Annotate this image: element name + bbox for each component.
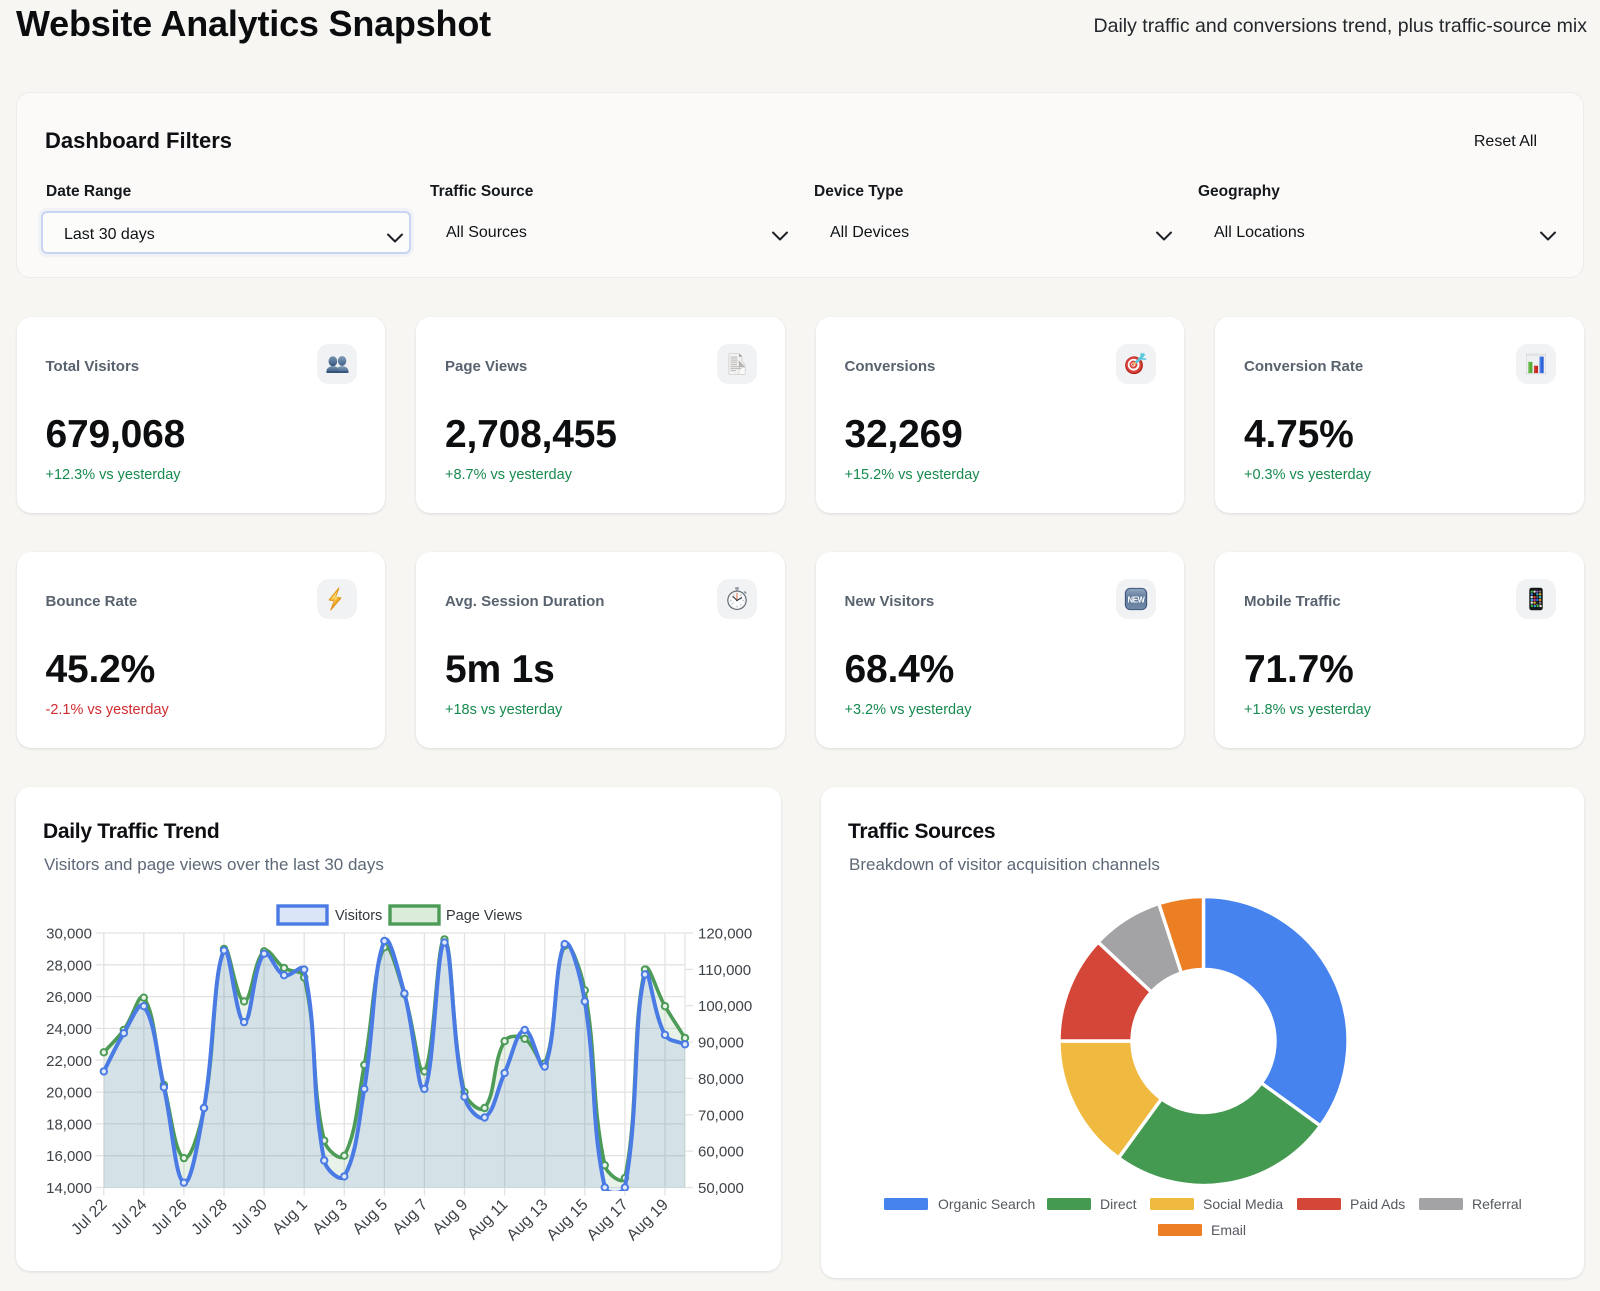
svg-text:Aug 15: Aug 15 <box>544 1196 592 1244</box>
svg-text:70,000: 70,000 <box>698 1107 744 1124</box>
svg-text:Jul 26: Jul 26 <box>149 1196 191 1238</box>
svg-text:NEW: NEW <box>1128 595 1146 604</box>
svg-text:110,000: 110,000 <box>698 962 751 979</box>
svg-text:Aug 13: Aug 13 <box>504 1196 552 1244</box>
svg-text:22,000: 22,000 <box>46 1053 92 1070</box>
svg-text:Visitors: Visitors <box>335 908 382 924</box>
svg-text:Referral: Referral <box>1472 1196 1522 1212</box>
svg-text:30,000: 30,000 <box>46 926 92 943</box>
svg-text:80,000: 80,000 <box>698 1071 744 1088</box>
svg-text:Aug 1: Aug 1 <box>269 1196 311 1238</box>
svg-text:Aug 11: Aug 11 <box>464 1196 511 1243</box>
svg-text:28,000: 28,000 <box>46 957 92 974</box>
svg-text:100,000: 100,000 <box>698 998 752 1015</box>
svg-text:Jul 24: Jul 24 <box>108 1196 150 1238</box>
svg-text:50,000: 50,000 <box>698 1180 744 1197</box>
svg-text:Jul 28: Jul 28 <box>189 1196 231 1238</box>
svg-text:Direct: Direct <box>1100 1196 1137 1212</box>
svg-text:Jul 30: Jul 30 <box>229 1196 271 1238</box>
svg-text:20,000: 20,000 <box>46 1085 92 1102</box>
svg-text:Page Views: Page Views <box>446 908 522 924</box>
svg-text:Aug 3: Aug 3 <box>310 1196 352 1238</box>
svg-text:Jul 22: Jul 22 <box>68 1196 110 1238</box>
svg-text:24,000: 24,000 <box>46 1021 92 1038</box>
svg-text:Email: Email <box>1211 1222 1246 1238</box>
svg-text:Aug 5: Aug 5 <box>350 1196 392 1238</box>
svg-text:26,000: 26,000 <box>46 989 92 1006</box>
svg-text:16,000: 16,000 <box>46 1148 92 1165</box>
svg-text:Social Media: Social Media <box>1203 1196 1283 1212</box>
svg-text:Aug 17: Aug 17 <box>584 1196 632 1244</box>
svg-text:Aug 7: Aug 7 <box>390 1196 432 1238</box>
svg-text:120,000: 120,000 <box>698 926 752 943</box>
svg-text:60,000: 60,000 <box>698 1144 744 1161</box>
svg-text:14,000: 14,000 <box>46 1180 92 1197</box>
svg-text:90,000: 90,000 <box>698 1035 744 1052</box>
svg-text:18,000: 18,000 <box>46 1116 92 1133</box>
svg-text:Organic Search: Organic Search <box>938 1196 1035 1212</box>
svg-text:Aug 19: Aug 19 <box>624 1196 672 1244</box>
svg-text:Paid Ads: Paid Ads <box>1350 1196 1405 1212</box>
